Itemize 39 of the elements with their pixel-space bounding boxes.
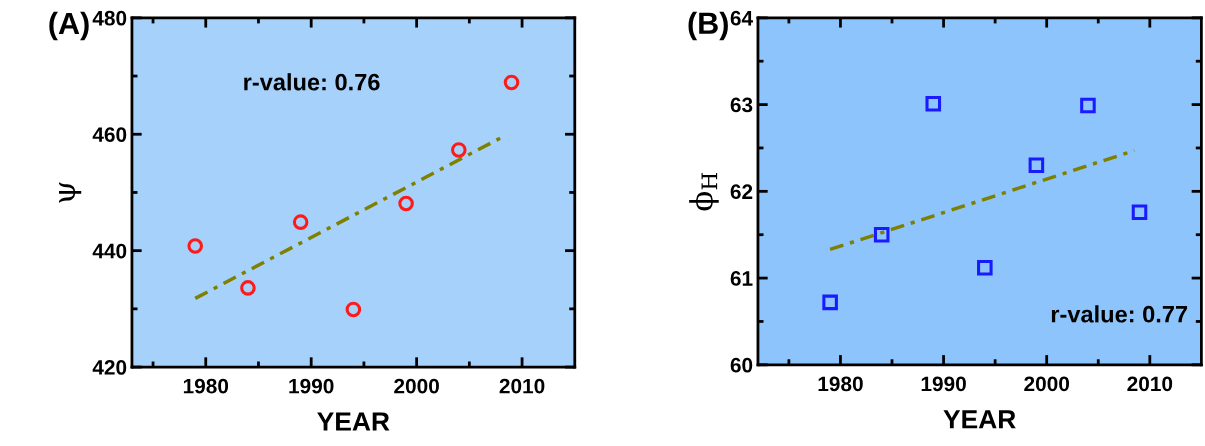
annotation: r-value: 0.77: [1051, 305, 1188, 323]
chart-title: (B): [688, 11, 728, 41]
y-tick-label: 420: [92, 360, 127, 375]
point: [345, 301, 362, 318]
point: [1131, 204, 1148, 220]
y-tick-label: 63: [730, 97, 753, 113]
x-tick-label: 1990: [289, 378, 334, 394]
y-axis-title: ϕ$_{H}$: [689, 173, 719, 211]
x-tick-label: 1980: [818, 376, 863, 392]
y-tick-label: 60: [730, 357, 753, 373]
x-tick-label: 1990: [921, 376, 966, 392]
y-axis-title: ψ: [59, 182, 82, 203]
x-axis-title: YEAR: [317, 412, 390, 431]
x-axis-title: YEAR: [943, 410, 1016, 429]
y-tick-label: 480: [92, 10, 127, 26]
y-tick-label: 61: [730, 271, 753, 286]
point: [451, 142, 467, 158]
x-tick-label: 2010: [1127, 376, 1173, 392]
x-tick-label: 2000: [1024, 376, 1070, 392]
point: [292, 214, 309, 230]
y-tick-label: 64: [730, 10, 753, 26]
y-tick-label: 62: [730, 184, 753, 200]
point: [503, 74, 520, 91]
x-tick-label: 2000: [394, 378, 439, 394]
point: [398, 195, 414, 212]
x-tick-label: 1980: [183, 378, 229, 394]
chart-title: (A): [49, 11, 89, 41]
point: [873, 226, 890, 243]
point: [1028, 157, 1045, 174]
point: [822, 294, 838, 311]
point: [240, 280, 256, 296]
point: [977, 259, 993, 276]
annotation: r-value: 0.76: [244, 73, 380, 91]
point: [1080, 97, 1096, 114]
x-tick-label: 2010: [499, 378, 545, 394]
point: [925, 95, 942, 112]
y-tick-label: 440: [92, 243, 127, 259]
point: [187, 238, 203, 254]
y-tick-label: 460: [92, 127, 127, 142]
